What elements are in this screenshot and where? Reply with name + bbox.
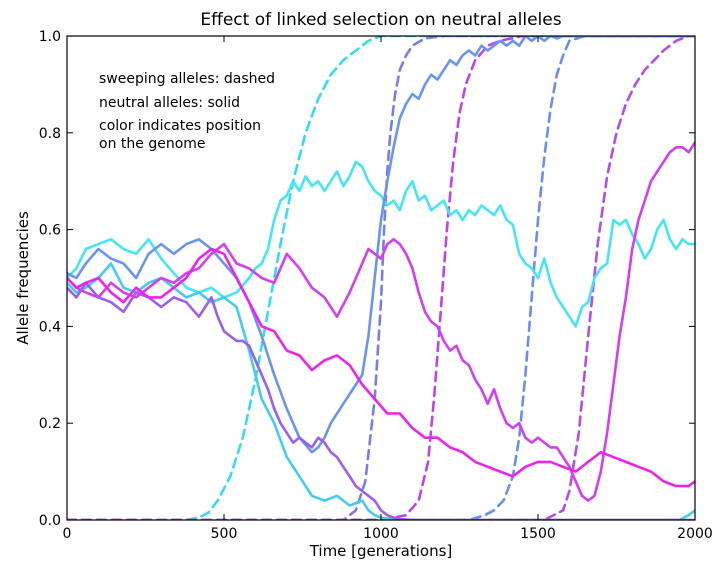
plot-area — [67, 36, 695, 520]
neutral-allele-line-9 — [67, 141, 695, 502]
neutral-allele-line-8 — [67, 281, 695, 520]
x-tick-label-3: 1500 — [520, 526, 556, 542]
x-axis-label: Time [generations] — [309, 542, 453, 560]
y-tick-label-5: 1.0 — [39, 29, 61, 45]
neutral-allele-line-6 — [67, 262, 695, 520]
sweeping-allele-line-3 — [67, 36, 695, 520]
x-tick-label-2: 1000 — [363, 526, 399, 542]
y-tick-label-2: 0.4 — [39, 319, 61, 335]
chart-title: Effect of linked selection on neutral al… — [200, 10, 561, 30]
sweeping-allele-line-1 — [67, 36, 695, 520]
annotation-sweeping: sweeping alleles: dashed — [99, 71, 275, 87]
neutral-allele-line-10 — [67, 247, 695, 488]
annotation-color-line1: color indicates position — [99, 118, 261, 134]
sweeping-allele-line-2 — [67, 36, 695, 520]
y-axis-label: Allele frequencies — [14, 211, 32, 345]
y-tick-label-0: 0.0 — [39, 513, 61, 529]
sweeping-allele-line-4 — [67, 36, 695, 520]
annotation-color-line2: on the genome — [99, 136, 206, 152]
x-tick-label-4: 2000 — [677, 526, 713, 542]
series-layer — [67, 36, 695, 520]
y-tick-label-1: 0.2 — [39, 416, 61, 432]
x-tick-label-0: 0 — [63, 526, 72, 542]
x-tick-label-1: 500 — [211, 526, 238, 542]
annotation-neutral: neutral alleles: solid — [99, 95, 240, 111]
y-tick-label-4: 0.8 — [39, 126, 61, 142]
annotation-block: sweeping alleles: dashed neutral alleles… — [99, 71, 275, 152]
y-tick-label-3: 0.6 — [39, 223, 61, 239]
tick-layer: 0 500 1000 1500 2000 0.0 0.2 0.4 0.6 0.8 1.0 — [39, 29, 713, 542]
neutral-allele-line-7 — [67, 36, 695, 454]
sweeping-allele-line-0 — [67, 36, 695, 520]
